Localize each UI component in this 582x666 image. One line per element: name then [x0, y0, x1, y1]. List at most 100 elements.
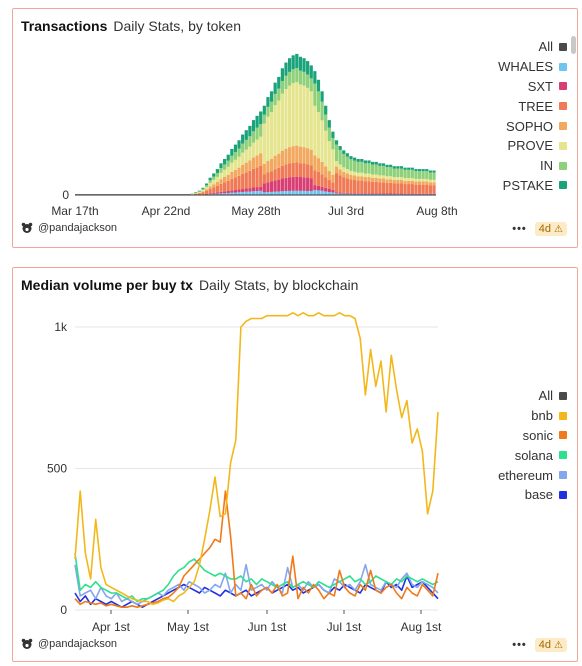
bar-segment — [389, 179, 393, 183]
bar-segment — [262, 163, 266, 175]
bar-segment — [421, 178, 425, 182]
bar-segment — [389, 176, 393, 180]
chart-actions: ••• 4d ⚠ — [512, 222, 567, 236]
bar-segment — [248, 170, 252, 189]
bar-segment — [266, 182, 270, 193]
median-volume-chart-card: Median volume per buy tx Daily Stats, by … — [12, 267, 578, 662]
bar-segment — [414, 181, 418, 185]
bar-segment — [295, 82, 299, 146]
legend-item-whales[interactable]: WHALES — [498, 57, 567, 77]
legend-item-sxt[interactable]: SXT — [498, 77, 567, 97]
legend-item-tree[interactable]: TREE — [498, 96, 567, 116]
author-handle[interactable]: @pandajackson — [38, 222, 118, 234]
legend-item-base[interactable]: base — [498, 485, 567, 505]
bar-segment — [313, 155, 317, 171]
more-options-button[interactable]: ••• — [512, 223, 527, 235]
legend-label: SOPHO — [506, 118, 553, 134]
bar-segment — [287, 190, 292, 195]
bar-segment — [208, 188, 212, 194]
legend-scrollbar[interactable] — [571, 36, 576, 54]
bar-segment — [432, 185, 436, 194]
bar-segment — [342, 150, 346, 154]
bar-segment — [374, 181, 378, 194]
bar-segment — [428, 172, 432, 180]
bar-segment — [259, 190, 263, 195]
legend-label: TREE — [518, 98, 553, 114]
bar-segment — [251, 168, 256, 188]
bar-segment — [233, 192, 238, 195]
bar-segment — [273, 155, 277, 170]
bar-segment — [324, 191, 328, 195]
legend-item-all[interactable]: All — [498, 386, 567, 406]
bar-segment — [248, 191, 252, 195]
legend-swatch — [559, 102, 567, 111]
bar-segment — [432, 179, 436, 183]
bar-segment — [248, 125, 252, 137]
bar-segment — [266, 106, 270, 117]
bar-segment — [316, 79, 321, 92]
bar-segment — [403, 193, 407, 195]
bar-segment — [356, 161, 360, 173]
legend-item-all[interactable]: All — [498, 37, 567, 57]
legend-item-in[interactable]: IN — [498, 156, 567, 176]
age-badge[interactable]: 4d ⚠ — [534, 222, 567, 236]
bar-segment — [255, 115, 259, 128]
bar-segment — [345, 153, 349, 157]
chart-title: Transactions — [21, 18, 108, 34]
legend-item-sopho[interactable]: SOPHO — [498, 116, 567, 136]
bar-segment — [338, 146, 342, 150]
bar-segment — [269, 112, 274, 159]
bar-segment — [295, 67, 299, 83]
bar-segment — [212, 179, 216, 185]
bar-segment — [215, 176, 219, 183]
bar-segment — [378, 182, 382, 194]
bar-segment — [381, 193, 386, 195]
bar-segment — [320, 174, 324, 187]
bar-segment — [230, 190, 234, 193]
bar-segment — [316, 158, 321, 172]
bar-segment — [309, 91, 313, 150]
bar-segment — [425, 169, 429, 172]
bar-segment — [219, 191, 223, 194]
legend-item-sonic[interactable]: sonic — [498, 426, 567, 446]
bar-segment — [266, 97, 270, 107]
age-badge[interactable]: 4d ⚠ — [534, 638, 567, 652]
legend-label: sonic — [522, 427, 553, 443]
bar-segment — [241, 143, 245, 153]
legend-item-pstake[interactable]: PSTAKE — [498, 176, 567, 196]
bar-segment — [219, 193, 223, 195]
bar-segment — [302, 177, 306, 191]
bar-segment — [385, 167, 389, 177]
bar-segment — [255, 167, 259, 188]
bar-segment — [345, 169, 349, 174]
bar-segment — [262, 114, 266, 124]
author-handle[interactable]: @pandajackson — [38, 638, 118, 650]
legend-item-bnb[interactable]: bnb — [498, 406, 567, 426]
legend-label: ethereum — [498, 467, 553, 483]
bar-segment — [273, 93, 277, 106]
legend-item-ethereum[interactable]: ethereum — [498, 465, 567, 485]
bar-segment — [309, 191, 313, 195]
bar-segment — [342, 177, 346, 193]
legend-label: PROVE — [507, 138, 553, 154]
bar-segment — [421, 169, 425, 172]
bar-segment — [208, 182, 212, 187]
more-options-button[interactable]: ••• — [512, 639, 527, 651]
bar-segment — [396, 168, 400, 178]
bar-segment — [371, 174, 375, 178]
bar-segment — [338, 193, 342, 195]
legend-item-prove[interactable]: PROVE — [498, 136, 567, 156]
bar-segment — [259, 136, 263, 154]
bar-segment — [262, 105, 266, 115]
bar-segment — [407, 180, 411, 185]
bar-segment — [208, 186, 212, 189]
bar-segment — [226, 190, 230, 193]
bar-segment — [309, 65, 313, 79]
bar-segment — [277, 100, 281, 154]
legend-item-solana[interactable]: solana — [498, 445, 567, 465]
bar-segment — [280, 178, 284, 192]
bar-segment — [230, 178, 234, 191]
bar-segment — [320, 161, 324, 175]
bar-segment — [309, 78, 313, 92]
series-line-bnb — [74, 311, 439, 606]
